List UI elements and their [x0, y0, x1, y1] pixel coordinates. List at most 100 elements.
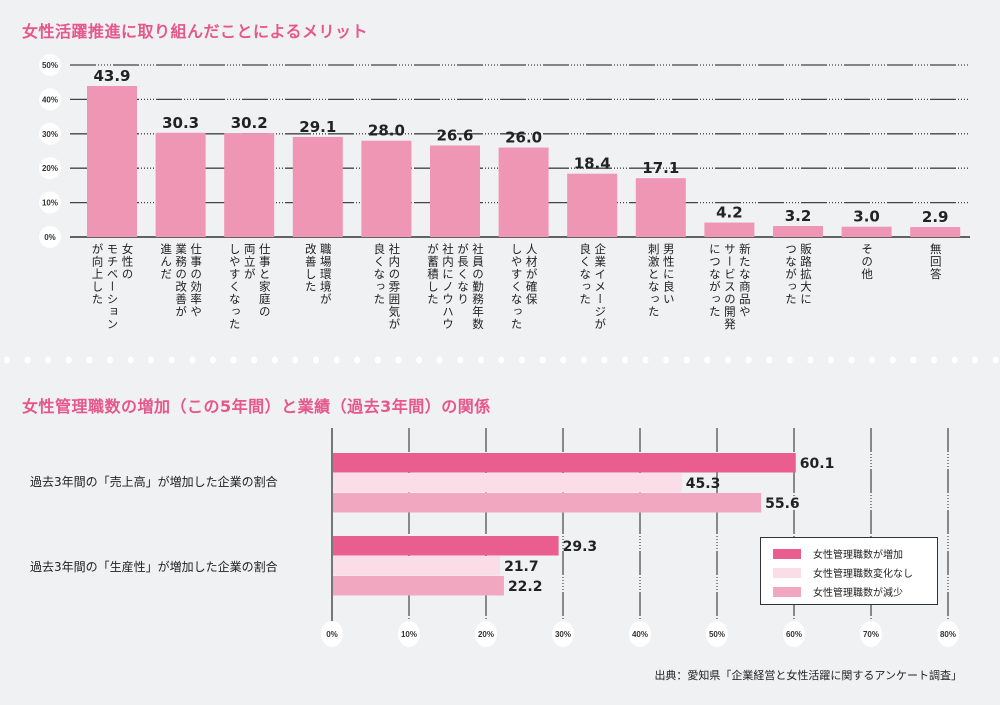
bar [333, 536, 559, 556]
divider-dot [786, 356, 793, 364]
x-tick-label: 80% [940, 630, 956, 639]
divider-dot [622, 356, 628, 364]
divider-dot [910, 356, 917, 364]
bar-value-label: 60.1 [800, 456, 835, 472]
x-tick-label: 20% [478, 630, 494, 639]
divider-dot [313, 356, 319, 364]
x-tick-bubble [706, 621, 728, 647]
category-label: 新たな商品や サービスの開発 につながった [707, 243, 752, 331]
y-tick-bubble [39, 88, 61, 111]
divider-dot [148, 356, 155, 364]
x-tick-label: 40% [632, 630, 648, 639]
divider-dot [416, 356, 422, 364]
legend-label-no-change: 女性管理職数変化なし [813, 569, 913, 580]
bar [87, 85, 137, 237]
category-label: 社員の勤務年数 が長くなり 社内にノウハウ が蓄積した [426, 243, 485, 331]
legend-item-no-change: 女性管理職数変化なし [773, 563, 937, 582]
divider-dot [86, 356, 93, 364]
y-tick-bubble [39, 191, 61, 214]
divider-dot [972, 356, 979, 364]
divider-dot [457, 356, 464, 364]
bar [333, 556, 501, 576]
divider-dot [580, 356, 587, 364]
divider-dot [230, 356, 237, 364]
bar-value-label: 22.2 [508, 579, 543, 595]
x-tick-label: 30% [555, 630, 571, 639]
category-label: 仕事の効率や 業務の改善が 進んだ [159, 243, 204, 318]
category-label: 女性の モチベーション が向上した [90, 243, 135, 331]
x-tick-label: 10% [401, 630, 417, 639]
legend: 女性管理職数が増加 女性管理職数変化なし 女性管理職数が減少 [760, 537, 938, 605]
divider-dot [519, 356, 525, 364]
bar [333, 473, 682, 493]
bar [361, 140, 412, 237]
bar [333, 453, 796, 473]
divider-dot [271, 356, 278, 364]
divider-dot [828, 356, 834, 364]
x-tick-bubble [552, 621, 574, 647]
y-tick-label: 50% [42, 61, 58, 70]
x-tick-bubble [629, 621, 651, 647]
y-tick-label: 0% [44, 233, 56, 242]
divider-dot [498, 356, 505, 364]
legend-label-decrease: 女性管理職数が減少 [813, 588, 903, 599]
bar [841, 226, 892, 237]
x-tick-bubble [783, 621, 805, 647]
category-label: 無回答 [928, 243, 943, 281]
legend-swatch-increase [773, 548, 801, 559]
divider-dot [189, 356, 196, 364]
divider-dot [107, 356, 113, 364]
x-tick-bubble [398, 621, 420, 647]
divider-dot [766, 356, 773, 364]
bar [567, 173, 618, 237]
bar [430, 145, 480, 237]
category-label: その他 [860, 243, 875, 281]
y-tick-label: 40% [42, 95, 58, 104]
bar-value-label: 3.0 [853, 208, 880, 226]
category-label: 仕事と家庭の 両立が しやすくなった [227, 243, 272, 331]
bar-value-label: 55.6 [765, 496, 800, 512]
x-tick-label: 0% [326, 630, 338, 639]
divider-dot [992, 356, 999, 364]
bar-value-label: 30.3 [162, 114, 199, 132]
x-tick-bubble [475, 621, 497, 647]
divider-dot [251, 356, 258, 364]
chart1-title: 女性活躍推進に取り組んだことによるメリット [22, 22, 369, 41]
divider-dot [168, 356, 175, 364]
chart2-title: 女性管理職数の増加（この5年間）と業績（過去3年間）の関係 [22, 397, 491, 416]
bar-value-label: 18.4 [574, 155, 611, 173]
x-tick-label: 70% [863, 630, 879, 639]
bar [333, 493, 762, 513]
legend-swatch-decrease [773, 586, 801, 597]
category-label: 男性に良い 刺激となった [646, 243, 676, 318]
divider-dot [889, 356, 896, 364]
bar-value-label: 17.1 [642, 159, 679, 177]
row-label-productivity: 過去3年間の「生産性」が増加した企業の割合 [30, 560, 278, 574]
divider-dot [601, 356, 608, 364]
category-label: 企業イメージが 良くなった [578, 243, 608, 331]
bar [704, 222, 755, 237]
divider-dot [539, 356, 546, 364]
x-tick-bubble [321, 621, 343, 647]
divider-dot [45, 356, 52, 364]
bar-value-label: 4.2 [716, 204, 743, 222]
divider-dot [333, 356, 340, 364]
divider-dot [931, 356, 937, 364]
bar-value-label: 26.0 [505, 129, 542, 147]
y-tick-bubble [39, 226, 61, 248]
y-tick-label: 20% [42, 164, 58, 173]
divider-dot [292, 356, 299, 364]
bar [635, 178, 686, 237]
divider-dot [951, 356, 958, 364]
divider-dot [436, 356, 443, 364]
divider-dot [663, 356, 670, 364]
bar-value-label: 30.2 [231, 114, 268, 132]
legend-item-decrease: 女性管理職数が減少 [773, 582, 937, 601]
bar [333, 576, 504, 596]
bar-value-label: 28.0 [368, 122, 405, 140]
divider-dot [210, 356, 216, 364]
x-tick-label: 50% [709, 630, 725, 639]
bar-value-label: 29.3 [563, 539, 598, 555]
divider-dot [127, 356, 134, 364]
divider-dot [395, 356, 402, 364]
